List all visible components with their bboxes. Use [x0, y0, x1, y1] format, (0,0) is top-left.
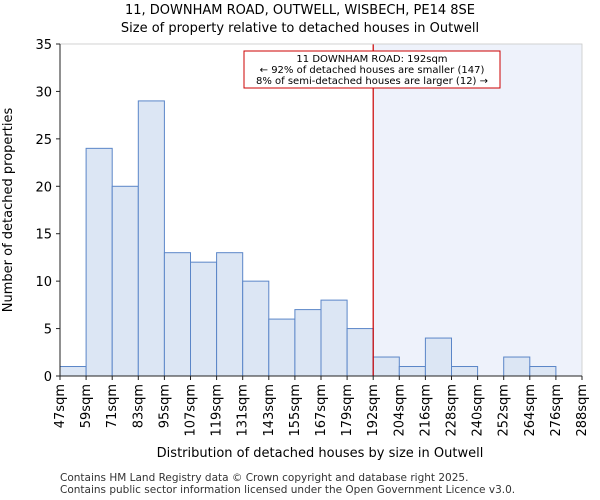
x-tick-label: 47sqm — [53, 384, 68, 428]
x-tick-label: 143sqm — [262, 384, 277, 437]
x-tick-label: 228sqm — [445, 384, 460, 437]
plot-area: 0 5 10 15 20 25 30 35 47sqm 59sqm 71sqm 83sqm 95sqm 1… — [35, 38, 590, 437]
y-tick-label: 30 — [35, 85, 52, 100]
y-tick-label: 15 — [35, 228, 52, 243]
x-tick-label: 240sqm — [471, 384, 486, 437]
highlight-region — [373, 44, 582, 376]
y-axis-label: Number of detached properties — [1, 108, 16, 313]
x-tick-label: 216sqm — [418, 384, 433, 437]
bar — [503, 356, 531, 377]
chart-title-line1: 11, DOWNHAM ROAD, OUTWELL, WISBECH, PE14… — [125, 3, 475, 18]
y-tick-label: 10 — [35, 275, 52, 290]
x-tick-label: 167sqm — [314, 384, 329, 437]
bar — [372, 356, 400, 377]
annotation-line2: ← 92% of detached houses are smaller (14… — [260, 65, 485, 76]
bar — [451, 366, 479, 377]
y-tick-label: 0 — [44, 370, 52, 385]
chart-title-line2: Size of property relative to detached ho… — [121, 21, 479, 36]
bar — [59, 366, 87, 377]
y-tick-label: 35 — [35, 38, 52, 53]
y-tick-label: 20 — [35, 180, 52, 195]
bar — [320, 299, 348, 377]
x-tick-label: 107sqm — [184, 384, 199, 437]
bar — [85, 147, 113, 377]
x-tick-label: 95sqm — [157, 384, 172, 428]
bar — [268, 318, 296, 377]
bar — [424, 337, 452, 377]
x-tick-label: 288sqm — [575, 384, 590, 437]
bar — [398, 366, 426, 377]
annotation-line3: 8% of semi-detached houses are larger (1… — [256, 76, 488, 87]
x-tick-label: 252sqm — [497, 384, 512, 437]
y-tick-label: 25 — [35, 133, 52, 148]
bar — [529, 366, 557, 377]
bar — [242, 280, 270, 377]
bar — [190, 261, 218, 377]
bar — [137, 100, 165, 377]
x-tick-label: 276sqm — [549, 384, 564, 437]
x-tick-label: 119sqm — [210, 384, 225, 437]
x-tick-label: 131sqm — [236, 384, 251, 437]
x-tick-label: 204sqm — [392, 384, 407, 437]
bar — [163, 252, 191, 377]
x-tick-label: 59sqm — [79, 384, 94, 428]
x-tick-label: 264sqm — [523, 384, 538, 437]
bar — [111, 185, 139, 377]
x-tick-label: 155sqm — [288, 384, 303, 437]
x-tick-label: 192sqm — [366, 384, 381, 437]
annotation-line1: 11 DOWNHAM ROAD: 192sqm — [296, 54, 447, 65]
x-axis-label: Distribution of detached houses by size … — [157, 446, 484, 461]
y-tick-label: 5 — [44, 323, 52, 338]
x-tick-label: 71sqm — [105, 384, 120, 428]
bar — [294, 309, 322, 377]
footer-line2: Contains public sector information licen… — [60, 484, 515, 496]
bar — [346, 328, 374, 377]
annotation-box — [243, 50, 501, 89]
x-tick-label: 179sqm — [340, 384, 355, 437]
x-tick-label: 83sqm — [131, 384, 146, 428]
footer-line1: Contains HM Land Registry data © Crown c… — [60, 472, 468, 484]
bar — [216, 252, 244, 377]
